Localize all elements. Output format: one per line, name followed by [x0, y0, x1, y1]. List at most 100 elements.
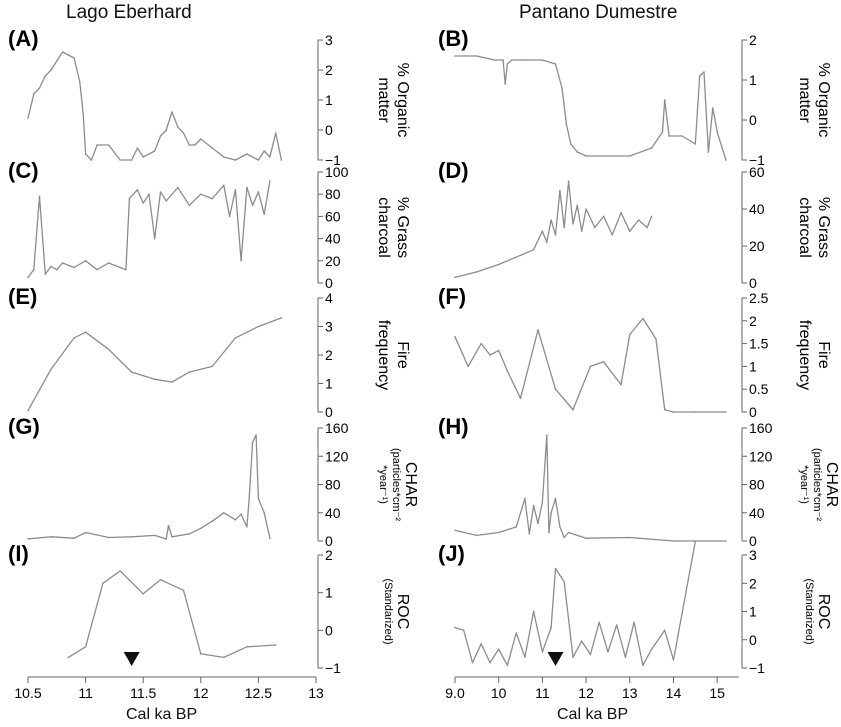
- panel-label-J: (J): [438, 541, 465, 566]
- data-point-D: [554, 234, 557, 236]
- data-point-F: [589, 365, 592, 368]
- data-point-H: [546, 434, 548, 436]
- y-tick-label-F: 1.5: [749, 336, 769, 352]
- y-tick-label-D: 60: [749, 164, 765, 180]
- data-point-F: [497, 349, 500, 352]
- y-tick-label-C: 0: [325, 275, 333, 291]
- data-point-C: [148, 193, 150, 195]
- y-tick-label-I: 2: [325, 547, 333, 563]
- x-tick-label-1: 11: [535, 685, 550, 701]
- y-tick-label-C: 80: [325, 186, 341, 202]
- site-title-left: Lago Eberhard: [66, 2, 192, 23]
- data-point-B: [650, 147, 653, 149]
- data-point-F: [672, 411, 675, 413]
- data-point-B: [661, 131, 664, 133]
- data-point-F: [655, 338, 657, 340]
- data-point-C: [228, 215, 231, 218]
- data-point-H: [528, 533, 531, 535]
- data-point-B: [576, 151, 579, 153]
- data-point-D: [620, 211, 622, 214]
- y-tick-label-E: 3: [325, 319, 333, 335]
- data-point-A: [177, 126, 179, 128]
- data-point-J: [506, 664, 509, 667]
- x-tick-label-0: 11: [78, 685, 93, 701]
- data-point-C: [223, 184, 225, 187]
- y-tick-label-H: 0: [749, 533, 757, 549]
- y-tick-label-H: 120: [749, 448, 773, 464]
- data-point-G: [27, 538, 29, 540]
- data-point-F: [725, 411, 727, 413]
- data-point-G: [269, 537, 271, 539]
- y-axis-title-D: % Grasscharcoal: [796, 197, 832, 258]
- y-tick-label-I: 0: [325, 622, 333, 638]
- data-point-F: [489, 354, 491, 356]
- data-point-A: [56, 60, 58, 62]
- data-point-A: [44, 75, 47, 77]
- data-point-C: [50, 265, 52, 268]
- y-axis-title-line: CHAR: [823, 462, 840, 507]
- data-point-B: [476, 55, 478, 57]
- data-point-B: [707, 151, 710, 153]
- x-tick-label-0: 10.5: [14, 685, 41, 701]
- data-point-I: [200, 653, 202, 655]
- y-axis-title-line: ROC: [394, 594, 411, 630]
- y-axis-title-line: % Grass: [815, 197, 832, 258]
- data-point-B: [698, 75, 701, 77]
- data-point-C: [257, 191, 260, 193]
- panel-label-A: (A): [8, 26, 39, 51]
- data-point-D: [637, 219, 640, 221]
- data-point-I: [223, 656, 225, 659]
- data-point-B: [585, 155, 587, 157]
- series-line-H: [454, 434, 726, 542]
- data-point-C: [234, 189, 237, 191]
- y-axis-title-H: CHAR(particles*cm⁻²*year⁻¹): [798, 448, 840, 521]
- data-point-B: [716, 131, 718, 133]
- y-axis-title-line: % Organic: [815, 63, 832, 138]
- y-axis-title-line: (particles*cm⁻²: [390, 448, 402, 521]
- data-point-B: [454, 55, 456, 57]
- y-tick-label-D: 20: [749, 238, 765, 254]
- y-tick-label-B: 1: [749, 72, 757, 88]
- y-axis-title-line: frequency: [375, 320, 392, 390]
- data-point-B: [506, 63, 509, 65]
- y-tick-label-A: −1: [325, 152, 341, 168]
- data-point-B: [725, 159, 727, 161]
- data-point-D: [519, 254, 522, 257]
- data-point-H: [454, 529, 456, 532]
- series-line-A: [27, 51, 283, 161]
- data-point-A: [119, 159, 121, 161]
- data-point-C: [153, 237, 156, 240]
- data-point-J: [650, 648, 653, 650]
- y-tick-label-G: 80: [325, 477, 341, 493]
- data-point-B: [504, 83, 507, 85]
- data-point-A: [171, 111, 173, 113]
- data-point-A: [269, 156, 271, 158]
- data-point-B: [668, 135, 670, 137]
- data-point-A: [200, 138, 202, 140]
- data-point-A: [182, 132, 185, 134]
- data-point-B: [554, 63, 557, 65]
- data-point-F: [467, 365, 469, 368]
- data-point-A: [27, 117, 29, 119]
- site-title-right: Pantano Dumestre: [519, 2, 678, 23]
- data-point-J: [633, 621, 635, 624]
- y-tick-label-C: 20: [325, 253, 341, 269]
- data-point-E: [211, 365, 214, 368]
- y-tick-label-B: 2: [749, 32, 757, 48]
- x-tick-label-1: 15: [709, 685, 725, 701]
- data-point-H: [550, 512, 552, 514]
- data-point-C: [44, 273, 47, 275]
- data-point-A: [246, 153, 248, 155]
- data-point-E: [234, 337, 237, 339]
- y-tick-label-E: 4: [325, 290, 333, 306]
- data-point-J: [462, 629, 465, 632]
- y-axis-title-C: % Grasscharcoal: [375, 197, 411, 258]
- series-line-G: [27, 434, 271, 540]
- data-point-G: [248, 497, 250, 500]
- data-point-C: [211, 197, 214, 200]
- data-point-C: [246, 186, 248, 189]
- data-point-D: [563, 226, 565, 229]
- data-point-H: [541, 501, 544, 504]
- y-tick-label-B: −1: [749, 152, 765, 168]
- data-point-C: [136, 189, 139, 191]
